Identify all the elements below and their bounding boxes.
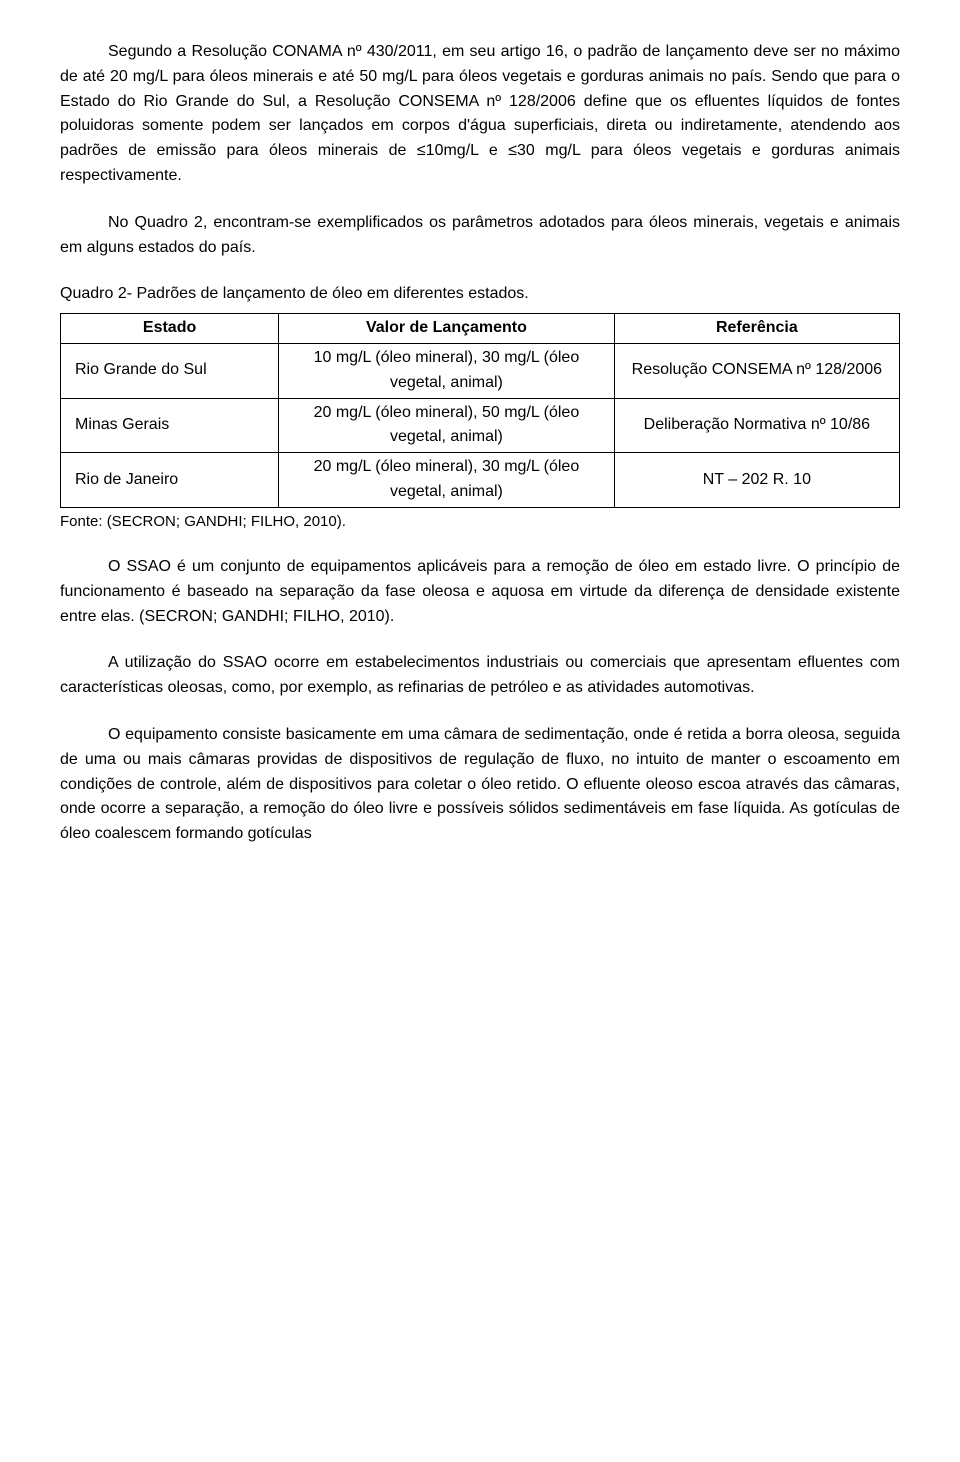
- paragraph-1: Segundo a Resolução CONAMA nº 430/2011, …: [60, 40, 900, 189]
- cell-estado: Rio Grande do Sul: [61, 343, 279, 398]
- cell-valor: 20 mg/L (óleo mineral), 50 mg/L (óleo ve…: [279, 398, 615, 453]
- standards-table: Estado Valor de Lançamento Referência Ri…: [60, 313, 900, 508]
- cell-ref: Deliberação Normativa nº 10/86: [614, 398, 899, 453]
- cell-ref: NT – 202 R. 10: [614, 453, 899, 508]
- col-header-ref: Referência: [614, 314, 899, 344]
- table-source: Fonte: (SECRON; GANDHI; FILHO, 2010).: [60, 510, 900, 533]
- cell-estado: Rio de Janeiro: [61, 453, 279, 508]
- table-header-row: Estado Valor de Lançamento Referência: [61, 314, 900, 344]
- col-header-valor: Valor de Lançamento: [279, 314, 615, 344]
- cell-estado: Minas Gerais: [61, 398, 279, 453]
- table-caption: Quadro 2- Padrões de lançamento de óleo …: [60, 282, 900, 307]
- table-row: Rio de Janeiro 20 mg/L (óleo mineral), 3…: [61, 453, 900, 508]
- table-row: Minas Gerais 20 mg/L (óleo mineral), 50 …: [61, 398, 900, 453]
- paragraph-3: O SSAO é um conjunto de equipamentos apl…: [60, 555, 900, 629]
- paragraph-5: O equipamento consiste basicamente em um…: [60, 723, 900, 847]
- paragraph-4: A utilização do SSAO ocorre em estabelec…: [60, 651, 900, 701]
- col-header-estado: Estado: [61, 314, 279, 344]
- cell-valor: 10 mg/L (óleo mineral), 30 mg/L (óleo ve…: [279, 343, 615, 398]
- paragraph-2: No Quadro 2, encontram-se exemplificados…: [60, 211, 900, 261]
- table-row: Rio Grande do Sul 10 mg/L (óleo mineral)…: [61, 343, 900, 398]
- cell-valor: 20 mg/L (óleo mineral), 30 mg/L (óleo ve…: [279, 453, 615, 508]
- cell-ref: Resolução CONSEMA nº 128/2006: [614, 343, 899, 398]
